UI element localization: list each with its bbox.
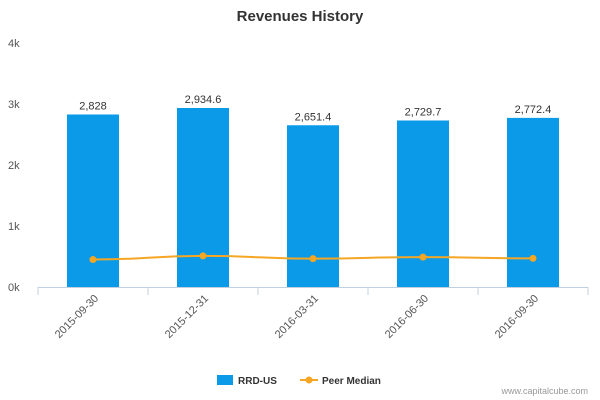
x-axis: 2015-09-30 2015-12-31 2016-03-31 2016-06-30… (37, 287, 589, 341)
bar-data-labels: 2,828 2,934.6 2,651.4 2,729.7 2,772.4 (79, 94, 551, 123)
x-tick-label: 2015-09-30 (53, 293, 101, 341)
y-tick-label: 3k (8, 99, 20, 111)
x-tick-label: 2016-03-31 (273, 293, 321, 341)
legend-marker-peer-median (305, 376, 313, 384)
bar-data-label: 2,772.4 (515, 104, 552, 116)
bar (177, 107, 229, 287)
y-tick-label: 1k (8, 221, 20, 233)
y-axis: 0k 1k 2k 3k 4k (8, 38, 20, 294)
legend: RRD-US Peer Median (217, 375, 381, 387)
legend-label-peer-median: Peer Median (322, 376, 381, 387)
x-tick-label: 2016-06-30 (383, 293, 431, 341)
bar (397, 120, 449, 287)
x-tick-label: 2015-12-31 (163, 293, 211, 341)
legend-label-rrd-us: RRD-US (238, 376, 277, 387)
bar-data-label: 2,651.4 (295, 111, 332, 123)
bar-data-label: 2,729.7 (405, 106, 442, 118)
legend-swatch-rrd-us (217, 375, 233, 385)
y-tick-label: 2k (8, 160, 20, 172)
peer-median-point (529, 254, 537, 262)
y-tick-label: 0k (8, 282, 20, 294)
credit-text: www.capitalcube.com (500, 386, 588, 396)
chart-title: Revenues History (237, 8, 364, 25)
peer-median-point (309, 255, 317, 263)
bar-data-label: 2,828 (79, 100, 107, 112)
x-tick-label: 2016-09-30 (493, 293, 541, 341)
bar (287, 125, 339, 287)
peer-median-point (89, 256, 97, 264)
peer-median-point (199, 252, 207, 260)
peer-median-point (419, 253, 427, 261)
peer-median-series (89, 252, 537, 264)
bar-data-label: 2,934.6 (185, 94, 222, 106)
y-tick-label: 4k (8, 38, 20, 50)
